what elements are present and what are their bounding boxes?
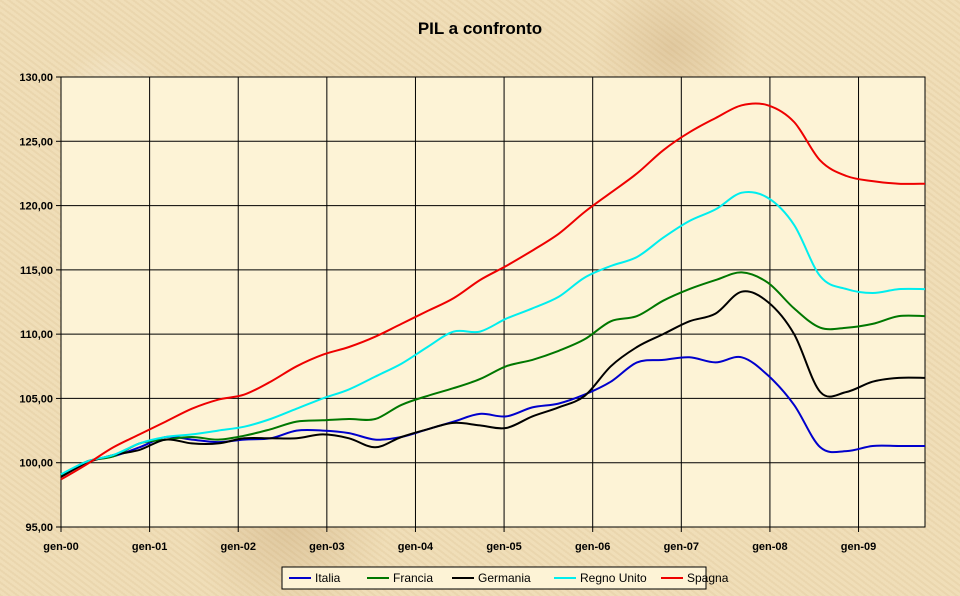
x-tick-label: gen-04: [398, 541, 434, 553]
legend-item-germania: Germania: [452, 571, 531, 585]
series-line-regno-unito: [60, 190, 926, 476]
y-gridlines: [61, 140, 925, 464]
legend-item-regno-unito: Regno Unito: [554, 571, 647, 585]
series-line-spagna: [60, 102, 926, 481]
y-tick-label: 115,00: [20, 265, 53, 277]
x-tick-label: gen-03: [309, 541, 344, 553]
y-tick-label: 125,00: [19, 136, 53, 148]
x-gridlines: [149, 77, 860, 527]
legend-item-spagna: Spagna: [661, 571, 729, 585]
x-tick-label: gen-09: [841, 541, 876, 553]
legend-label: Germania: [478, 571, 531, 585]
y-tick-label: 110,00: [20, 329, 53, 341]
series-lines: [60, 102, 926, 481]
legend: Italia Francia Germania Regno Unito Spagna: [281, 566, 729, 590]
x-tick-label: gen-08: [752, 541, 787, 553]
x-tick-label: gen-01: [132, 541, 167, 553]
legend-label: Spagna: [687, 571, 729, 585]
legend-label: Regno Unito: [580, 571, 647, 585]
series-line-italia: [60, 355, 925, 477]
y-axis: 95,00 100,00 105,00 110,00 115,00 120,00 125,0…: [19, 72, 61, 534]
y-tick-label: 120,00: [19, 201, 53, 213]
series-line-germania: [60, 290, 926, 478]
y-tick-label: 100,00: [19, 458, 53, 470]
x-axis: gen-00 gen-01 gen-02 gen-03 gen-04 gen-05 gen-…: [43, 527, 876, 553]
legend-label: Francia: [393, 571, 433, 585]
y-tick-label: 95,00: [25, 522, 53, 534]
y-tick-label: 130,00: [19, 72, 53, 84]
x-tick-label: gen-00: [43, 541, 78, 553]
legend-box: [281, 566, 707, 590]
x-tick-label: gen-07: [664, 541, 699, 553]
x-tick-label: gen-02: [220, 541, 255, 553]
y-tick-label: 105,00: [19, 393, 53, 405]
series-line-francia: [60, 271, 926, 477]
x-tick-label: gen-05: [486, 541, 521, 553]
legend-item-italia: Italia: [289, 571, 341, 585]
plot-border: [60, 76, 926, 528]
plot-area: [61, 77, 925, 527]
legend-item-francia: Francia: [367, 571, 433, 585]
x-tick-label: gen-06: [575, 541, 610, 553]
chart-title: PIL a confronto: [418, 19, 542, 38]
legend-label: Italia: [315, 571, 341, 585]
